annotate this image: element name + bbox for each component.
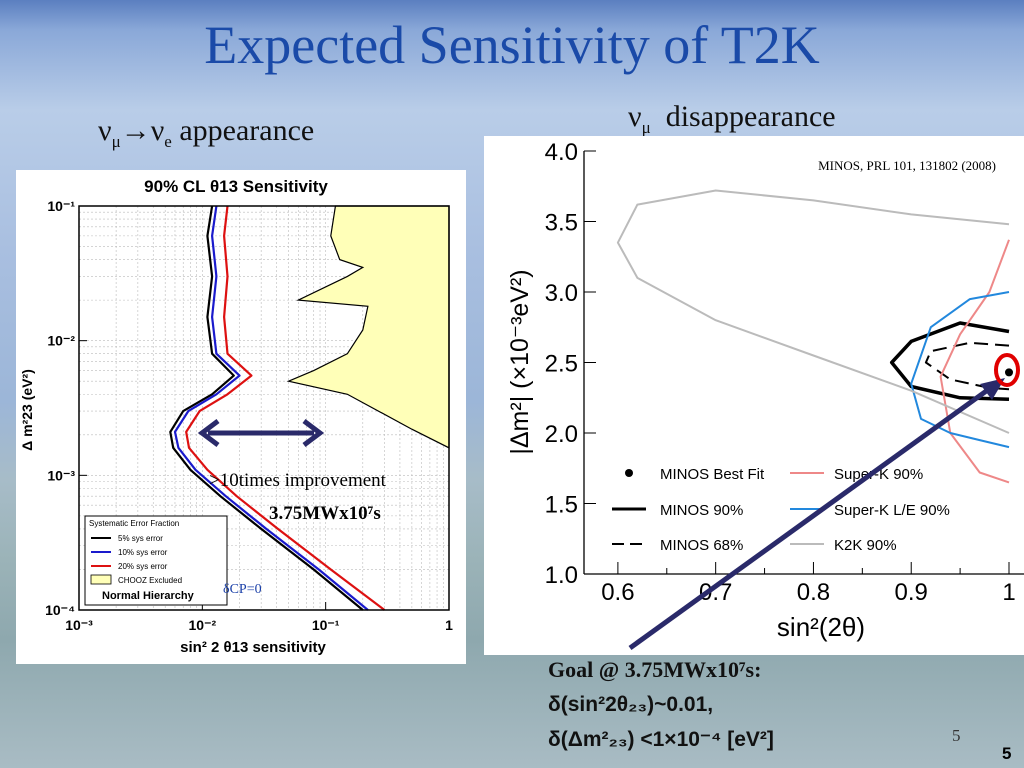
nu-symbol-2: ν <box>150 114 165 147</box>
improvement-double-arrow <box>197 419 325 447</box>
citation-text: MINOS, PRL 101, 131802 (2008) <box>818 158 996 173</box>
x-axis-label: sin² 2 θ13 sensitivity <box>180 639 326 656</box>
legend-item-superk-le: Super-K L/E 90% <box>834 502 950 519</box>
theta13-sensitivity-chart: 10⁻¹10⁻²10⁻³10⁻⁴10⁻³ 10⁻² 10⁻¹ 1 90% CL θ13… <box>19 177 453 656</box>
x-tick-label-right: 1 <box>1002 579 1015 606</box>
slide-title: Expected Sensitivity of T2K <box>204 15 820 75</box>
x-tick-label: 10⁻² <box>189 617 217 633</box>
x-tick-label: 10⁻¹ <box>312 617 340 633</box>
mu-subscript: μ <box>111 132 121 151</box>
x-tick-label: 10⁻³ <box>65 617 93 633</box>
dcp-annotation: δCP=0 <box>223 582 262 597</box>
legend-item-bestfit: MINOS Best Fit <box>660 466 765 483</box>
improvement-annotation: >10times improvement <box>209 470 387 491</box>
goal-line-3: δ(Δm²₂₃) <1×10⁻⁴ [eV²] <box>548 728 774 751</box>
x-tick-label-right: 0.9 <box>895 579 928 606</box>
contour-2 <box>924 341 1010 391</box>
y-axis-label: Δ m²23 (eV²) <box>19 369 35 451</box>
appearance-heading: νμ→νe appearance <box>98 114 314 152</box>
legend-item-chooz: CHOOZ Excluded <box>118 576 182 585</box>
x-axis-label-right: sin²(2θ) <box>777 612 865 642</box>
page-number: 5 <box>952 726 961 745</box>
e-subscript: e <box>164 132 172 151</box>
legend-title: Systematic Error Fraction <box>89 519 179 528</box>
contour-5 <box>616 189 1010 434</box>
legend-item-minos68: MINOS 68% <box>660 537 743 554</box>
chooz-excluded-region <box>286 205 450 449</box>
minos-contour-panel: 1.0 1.5 2.0 2.5 3.0 3.5 4.0 0.6 0.7 0.8 0.9 1 MINOS… <box>484 136 1024 655</box>
y-tick-label-right: 3.0 <box>545 280 578 307</box>
y-tick-label: 10⁻¹ <box>47 198 75 214</box>
x-tick-label-right: 0.8 <box>797 579 830 606</box>
x-tick-label-right: 0.6 <box>601 579 634 606</box>
goal-line-1: Goal @ 3.75MWx10⁷s: <box>548 657 762 682</box>
goal-line-2: δ(sin²2θ₂₃)~0.01, <box>548 693 714 716</box>
y-tick-label: 10⁻² <box>47 333 75 349</box>
goal-block: Goal @ 3.75MWx10⁷s: δ(sin²2θ₂₃)~0.01, δ(… <box>548 652 774 757</box>
contour-4 <box>910 291 1010 449</box>
chart-title: 90% CL θ13 Sensitivity <box>144 177 328 196</box>
legend-item-5pct: 5% sys error <box>118 534 163 543</box>
legend-swatch-chooz <box>90 574 112 585</box>
appearance-text: appearance <box>171 114 315 147</box>
legend-item-10pct: 10% sys error <box>118 548 168 557</box>
y-tick-label-right: 1.0 <box>545 562 578 589</box>
x-tick-label: 1 <box>445 617 453 633</box>
y-tick-label-right: 2.5 <box>545 351 578 378</box>
legend-swatch-bestfit <box>625 469 633 477</box>
nu-symbol-3: ν <box>628 100 642 133</box>
x-tick-label-right: 0.7 <box>699 579 732 606</box>
y-axis-label-right: |Δm²| (×10⁻³eV²) <box>506 269 534 454</box>
plot-frame <box>78 205 450 611</box>
legend-item-superk: Super-K 90% <box>834 466 923 483</box>
y-tick-label: 10⁻⁴ <box>45 602 75 618</box>
disappearance-heading: νμ disappearance <box>628 100 836 138</box>
legend-item-20pct: 20% sys error <box>118 562 168 571</box>
page-number-bold: 5 <box>1002 744 1012 763</box>
minos-legend: MINOS Best Fit MINOS 90% MINOS 68% Super… <box>612 466 950 554</box>
y-tick-label: 10⁻³ <box>47 467 75 483</box>
sensitivity-curve-0 <box>169 205 364 611</box>
y-tick-label-right: 3.5 <box>545 210 578 237</box>
best-fit-point <box>1005 368 1013 377</box>
mu-subscript-2: μ <box>641 118 651 137</box>
sensitivity-curve-2 <box>185 205 386 611</box>
nu-symbol: ν <box>98 114 112 147</box>
y-tick-label-right: 1.5 <box>545 492 578 519</box>
systematic-legend: Systematic Error Fraction 5% sys error 1… <box>84 515 228 606</box>
legend-item-k2k: K2K 90% <box>834 537 897 554</box>
disappearance-text: disappearance <box>650 100 836 133</box>
y-tick-label-right: 2.0 <box>545 421 578 448</box>
arrow-symbol: → <box>120 114 151 147</box>
legend-item-minos90: MINOS 90% <box>660 502 743 519</box>
legend-item-hierarchy: Normal Hierarchy <box>102 590 195 602</box>
theta13-sensitivity-panel: 10⁻¹ 10⁻² 10⁻³ 10⁻⁴ 10⁻³ 10⁻² 10⁻¹ 1 90% CL θ13… <box>16 170 466 664</box>
y-tick-label-right: 4.0 <box>545 139 578 166</box>
minos-contour-chart: 1.0 1.5 2.0 2.5 3.0 3.5 4.0 0.6 0.7 0.8 0.9 1 MINOS… <box>506 139 1024 642</box>
contour-3 <box>939 239 1010 484</box>
power-annotation: 3.75MWx10⁷s <box>269 503 381 524</box>
contour-1 <box>889 321 1010 401</box>
sensitivity-curve-1 <box>173 205 369 611</box>
